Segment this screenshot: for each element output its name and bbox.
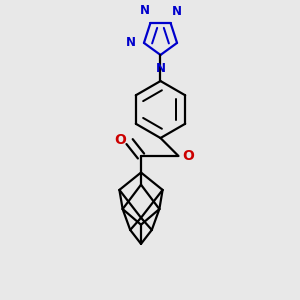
Text: N: N	[172, 5, 182, 18]
Text: N: N	[126, 36, 136, 50]
Text: O: O	[182, 149, 194, 163]
Text: N: N	[140, 4, 150, 17]
Text: N: N	[155, 62, 166, 75]
Text: O: O	[114, 133, 126, 147]
